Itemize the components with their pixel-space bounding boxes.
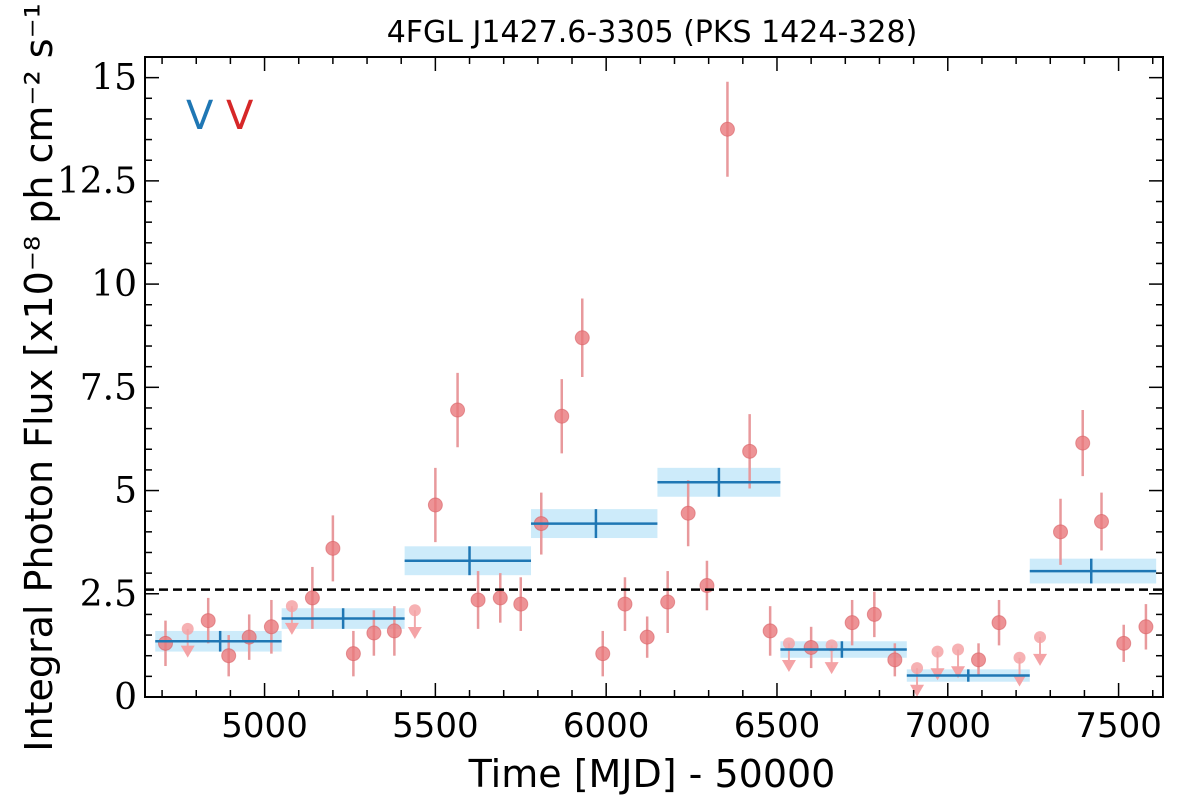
data-point	[991, 615, 1007, 631]
x-tick-label: 7500	[1075, 706, 1162, 746]
x-tick-label: 7000	[905, 706, 992, 746]
data-point	[1116, 635, 1132, 651]
flux-points	[157, 81, 1154, 677]
y-tick-label: 15	[91, 58, 137, 99]
data-point	[1053, 524, 1069, 540]
data-point	[1138, 619, 1154, 635]
data-point	[554, 408, 570, 424]
upper-limit-arrow	[910, 684, 925, 697]
upper-limit-point	[285, 600, 298, 613]
x-tick-label: 5500	[392, 706, 479, 746]
y-tick-label: 10	[91, 264, 137, 305]
upper-limit-point	[952, 643, 965, 656]
data-point	[639, 629, 655, 645]
data-point	[427, 497, 443, 513]
data-point	[1075, 435, 1091, 451]
y-tick-label: 7.5	[80, 367, 137, 408]
plot-frame	[144, 56, 1164, 698]
upper-limit-arrow	[781, 660, 796, 673]
data-point	[574, 330, 590, 346]
marker-label: V	[226, 93, 254, 139]
data-point	[762, 623, 778, 639]
upper-limit-arrow	[407, 627, 422, 639]
data-point	[386, 623, 402, 639]
y-tick-label: 12.5	[57, 161, 137, 202]
data-point	[450, 402, 466, 418]
upper-limit-point	[782, 637, 795, 650]
data-point	[200, 613, 216, 629]
upper-limit-arrow	[180, 645, 195, 658]
upper-limit-arrow	[1033, 653, 1048, 666]
data-point	[719, 121, 735, 137]
data-point	[492, 590, 508, 606]
upper-limit-arrow	[284, 622, 299, 635]
data-point	[617, 596, 633, 612]
block-lines	[155, 467, 1157, 682]
data-point	[304, 590, 320, 606]
upper-limit-point	[1034, 631, 1047, 644]
x-axis-label: Time [MJD] - 50000	[468, 752, 836, 796]
marker-label: V	[186, 93, 214, 139]
x-tick-label: 5000	[221, 706, 308, 746]
chart-title: 4FGL J1427.6-3305 (PKS 1424-328)	[387, 15, 918, 50]
data-point	[263, 619, 279, 635]
y-tick-label: 0	[114, 677, 137, 718]
upper-limit-point	[181, 622, 194, 635]
upper-limit-markers	[180, 600, 1048, 697]
data-point	[366, 625, 382, 641]
data-point	[971, 652, 987, 668]
y-axis-label: Integral Photon Flux [x10⁻⁸ ph cm⁻² s⁻¹]	[17, 0, 61, 752]
upper-limit-point	[911, 662, 924, 675]
block-bands	[155, 467, 1157, 682]
data-point	[680, 505, 696, 521]
axis-ticks	[145, 56, 1163, 698]
y-tick-label: 2.5	[80, 574, 137, 615]
data-point	[345, 646, 361, 662]
upper-limit-point	[1013, 651, 1026, 664]
upper-limit-arrow	[824, 662, 839, 675]
data-point	[742, 443, 758, 459]
data-point	[157, 635, 173, 651]
data-point	[844, 615, 860, 631]
x-tick-label: 6000	[563, 706, 650, 746]
upper-limit-point	[408, 604, 421, 617]
data-point	[595, 646, 611, 662]
data-point	[1094, 514, 1110, 530]
x-tick-label: 6500	[734, 706, 821, 746]
data-point	[470, 592, 486, 608]
data-point	[887, 652, 903, 668]
data-point	[513, 596, 529, 612]
data-point	[803, 639, 819, 655]
upper-limit-arrow	[951, 666, 966, 679]
upper-limit-point	[931, 645, 944, 658]
data-point	[325, 540, 341, 556]
data-point	[660, 594, 676, 610]
upper-limit-arrow	[1012, 674, 1027, 687]
data-point	[866, 606, 882, 622]
y-tick-label: 5	[114, 471, 137, 512]
data-point	[221, 648, 237, 664]
